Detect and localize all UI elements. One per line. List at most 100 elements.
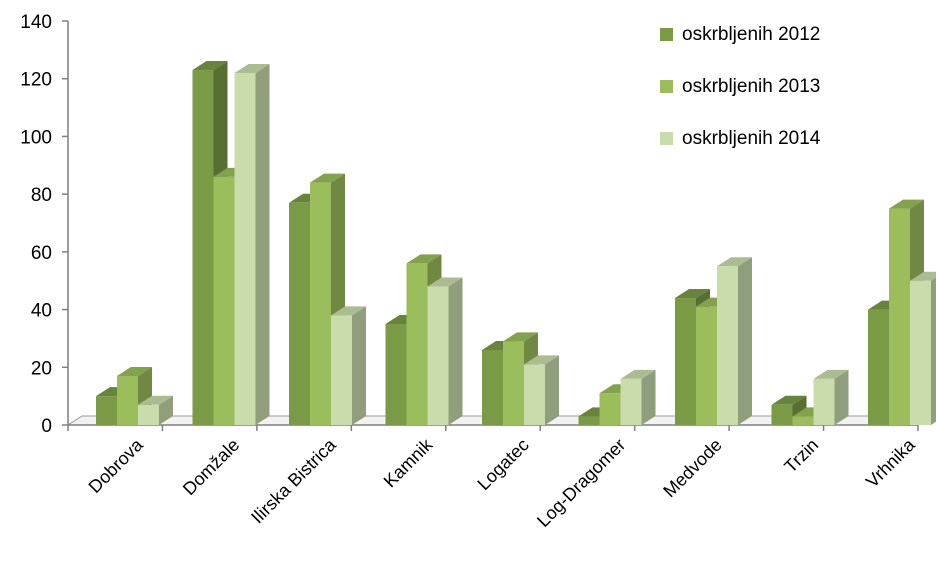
x-category-label: Ilirska Bistrica [247, 434, 340, 527]
bar-front-face [889, 208, 910, 425]
bar-front-face [406, 263, 428, 425]
x-category-label: Domžale [179, 435, 243, 499]
bar-front-face [792, 416, 814, 425]
bar-side-face [545, 355, 559, 425]
bar-group [578, 369, 656, 425]
bar-top-face [310, 173, 345, 183]
bar-front-face [192, 70, 214, 426]
legend: oskrbljenih 2012 oskrbljenih 2013 oskrblje… [660, 24, 821, 149]
bar [138, 395, 173, 425]
x-axis-category-labels: Dobrova Domžale Ilirska Bistrica Kamnik Loga… [85, 434, 920, 531]
y-tick-label: 40 [31, 301, 52, 322]
bar-side-face [641, 369, 656, 425]
bar [524, 355, 559, 425]
chart-bars [96, 61, 936, 426]
bar-front-face [675, 298, 696, 425]
bar-front-face [234, 72, 256, 425]
legend-label: oskrbljenih 2012 [682, 24, 820, 45]
bar-top-face [503, 332, 538, 342]
x-category-label: Dobrova [85, 434, 148, 497]
bar-top-face [234, 63, 270, 73]
y-tick-label: 140 [20, 12, 52, 33]
bar [427, 277, 463, 425]
bar-front-face [696, 306, 717, 425]
x-category-label: Logatec [473, 435, 532, 494]
bar-top-face [717, 257, 752, 267]
bar [717, 257, 752, 425]
bar-front-face [289, 202, 310, 425]
bar-front-face [771, 404, 793, 425]
bar-top-face [117, 366, 152, 376]
bar-side-face [255, 63, 270, 425]
bar-front-face [310, 182, 331, 425]
bar-front-face [117, 375, 138, 425]
bar-front-face [578, 416, 600, 425]
bar-front-face [599, 393, 621, 425]
bar-front-face [385, 324, 407, 425]
legend-item: oskrbljenih 2013 [660, 76, 820, 97]
bar-group [675, 257, 752, 425]
y-tick-label: 120 [20, 70, 52, 91]
bar-side-face [931, 277, 936, 425]
bar-top-face [813, 369, 849, 379]
bar [620, 369, 656, 425]
bar-front-face [717, 266, 738, 425]
x-category-label: Medvode [659, 435, 726, 502]
legend-label: oskrbljenih 2013 [682, 76, 820, 97]
bar-top-face [620, 369, 656, 379]
x-category-label: Kamnik [380, 434, 437, 491]
bar [813, 369, 849, 425]
x-category-label: Trzin [780, 435, 822, 477]
bar [910, 271, 936, 425]
bar [331, 306, 366, 425]
bar-front-face [331, 315, 352, 425]
legend-swatch [660, 28, 673, 41]
y-tick-label: 100 [20, 127, 52, 148]
bar-top-face [910, 271, 936, 281]
bar-group [192, 61, 270, 426]
y-tick-label: 80 [31, 185, 52, 206]
bar [234, 63, 270, 425]
bar-side-face [834, 369, 849, 425]
bar-front-face [620, 378, 642, 425]
legend-item: oskrbljenih 2012 [660, 24, 820, 45]
y-tick-label: 0 [41, 416, 52, 437]
bar-group [771, 369, 849, 425]
legend-item: oskrbljenih 2014 [660, 128, 821, 149]
bar-group [868, 199, 936, 425]
bar-top-face [771, 395, 807, 405]
y-tick-label: 20 [31, 358, 52, 379]
bar-front-face [910, 280, 931, 425]
bar-front-face [96, 396, 117, 425]
bar-side-face [352, 306, 366, 425]
bar-side-face [448, 277, 463, 425]
bar-group [289, 173, 366, 425]
bar-front-face [427, 286, 449, 425]
bar-top-face [675, 289, 710, 299]
bar-front-face [138, 404, 159, 425]
bar-side-face [159, 395, 173, 425]
bar-top-face [524, 355, 559, 365]
bar-front-face [482, 349, 503, 425]
bar-group [482, 332, 559, 425]
y-axis-tick-labels: 0 20 40 60 80 100 120 140 [20, 12, 52, 437]
bar-front-face [524, 364, 545, 425]
bar-top-face [331, 306, 366, 316]
bar-front-face [868, 309, 889, 425]
bar-side-face [738, 257, 752, 425]
bar-group [385, 254, 463, 425]
bar-top-face [192, 61, 228, 71]
legend-label: oskrbljenih 2014 [682, 128, 821, 149]
bar-front-face [813, 378, 835, 425]
bar-top-face [138, 395, 173, 405]
bar-front-face [503, 341, 524, 425]
legend-swatch [660, 80, 673, 93]
bar-group [96, 366, 173, 425]
bar-top-face [889, 199, 924, 209]
x-category-label: Log-Dragomer [533, 435, 629, 531]
y-tick-label: 60 [31, 243, 52, 264]
x-category-label: Vrhnika [862, 434, 920, 492]
bar-top-face [406, 254, 442, 264]
legend-swatch [660, 132, 673, 145]
